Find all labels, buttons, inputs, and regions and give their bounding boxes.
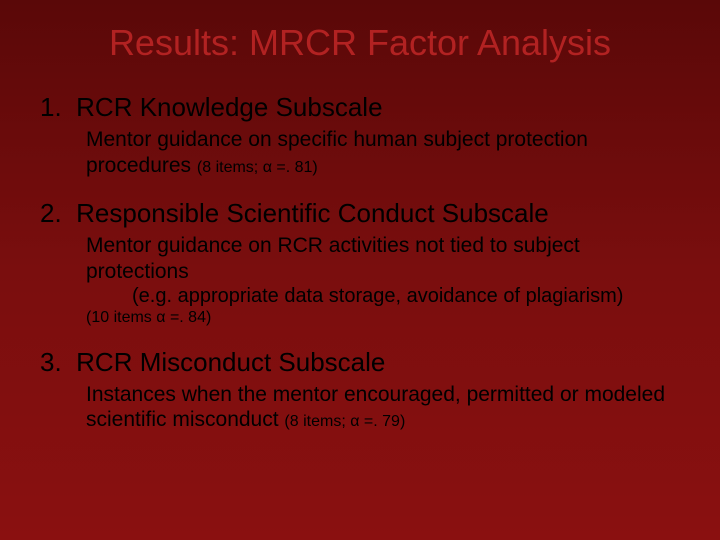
section-3-note: (8 items; α =. 79) xyxy=(284,413,405,430)
section-3-number: 3. xyxy=(40,347,62,377)
section-1-title: RCR Knowledge Subscale xyxy=(76,92,382,122)
section-3-title: RCR Misconduct Subscale xyxy=(76,347,385,377)
section-2-note: (10 items α =. 84) xyxy=(86,309,680,327)
section-1-heading: 1. RCR Knowledge Subscale xyxy=(40,92,680,123)
section-2-heading: 2. Responsible Scientific Conduct Subsca… xyxy=(40,198,680,229)
section-2-sub: (e.g. appropriate data storage, avoidanc… xyxy=(132,284,680,308)
section-1-desc: Mentor guidance on specific human subjec… xyxy=(86,128,588,177)
section-3-body: Instances when the mentor encouraged, pe… xyxy=(86,382,680,433)
section-3: 3. RCR Misconduct Subscale Instances whe… xyxy=(40,347,680,433)
section-1-note: (8 items; α =. 81) xyxy=(197,159,318,176)
slide-title: Results: MRCR Factor Analysis xyxy=(40,22,680,64)
section-2-body: Mentor guidance on RCR activities not ti… xyxy=(86,233,680,284)
section-3-heading: 3. RCR Misconduct Subscale xyxy=(40,347,680,378)
section-2-number: 2. xyxy=(40,198,62,228)
section-2-desc: Mentor guidance on RCR activities not ti… xyxy=(86,234,580,283)
section-1-number: 1. xyxy=(40,92,62,122)
section-1: 1. RCR Knowledge Subscale Mentor guidanc… xyxy=(40,92,680,178)
section-2-title: Responsible Scientific Conduct Subscale xyxy=(76,198,549,228)
section-2: 2. Responsible Scientific Conduct Subsca… xyxy=(40,198,680,327)
section-1-body: Mentor guidance on specific human subjec… xyxy=(86,127,680,178)
